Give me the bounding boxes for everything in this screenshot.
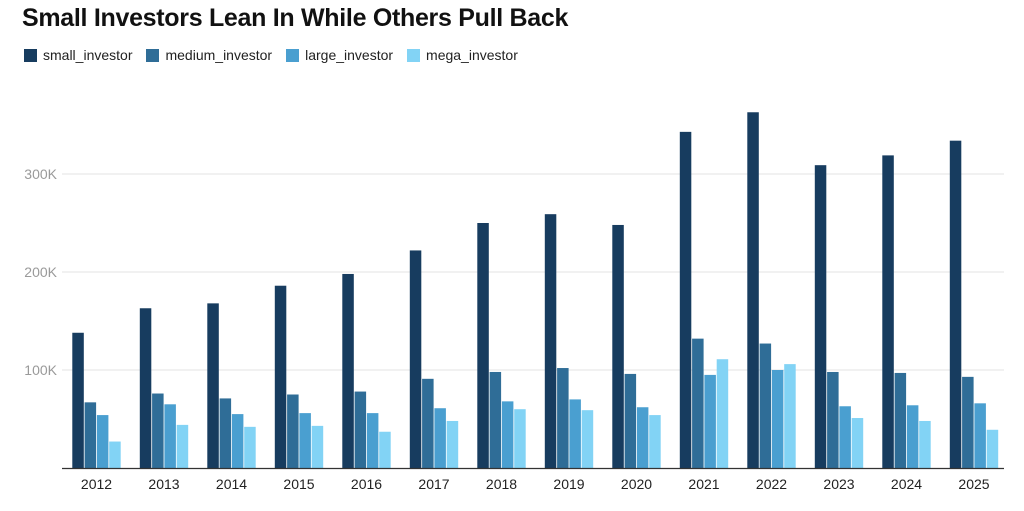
x-tick-label-2016: 2016: [351, 476, 382, 492]
bar-mega-investor-2014: [244, 426, 256, 468]
bar-medium-investor-2016: [354, 391, 367, 468]
x-tick-label-2014: 2014: [216, 476, 247, 492]
legend-swatch-mega-investor: [407, 48, 421, 62]
bar-mega-investor-2024: [919, 420, 931, 468]
bar-medium-investor-2019: [557, 368, 569, 468]
bar-large-investor-2024: [906, 405, 919, 468]
x-tick-label-2013: 2013: [148, 476, 179, 492]
x-tick-label-2018: 2018: [486, 476, 517, 492]
bar-large-investor-2016: [366, 413, 379, 468]
x-tick-label-2025: 2025: [958, 476, 989, 492]
chart-title: Small Investors Lean In While Others Pul…: [22, 4, 569, 32]
legend-label-mega-investor: mega_investor: [426, 47, 518, 63]
bar-medium-investor-2013: [152, 393, 164, 468]
bar-medium-investor-2020: [624, 373, 637, 468]
bar-mega-investor-2016: [379, 431, 391, 468]
bar-mega-investor-2018: [514, 409, 526, 468]
bar-small-investor-2024: [882, 155, 894, 468]
bar-small-investor-2025: [949, 140, 962, 468]
legend-label-small-investor: small_investor: [43, 47, 133, 63]
legend-item-mega-investor: mega_investor: [407, 47, 518, 63]
bar-large-investor-2022: [771, 370, 784, 468]
bar-small-investor-2021: [679, 131, 692, 469]
legend-item-medium-investor: medium_investor: [146, 47, 272, 63]
bar-medium-investor-2015: [287, 394, 299, 468]
bar-small-investor-2014: [207, 303, 219, 468]
bar-small-investor-2013: [139, 308, 152, 468]
bar-mega-investor-2021: [716, 359, 729, 468]
y-tick-label-300k: 300K: [24, 166, 57, 182]
bar-large-investor-2012: [96, 415, 109, 468]
x-tick-label-2024: 2024: [891, 476, 922, 492]
bar-medium-investor-2022: [759, 343, 772, 468]
bar-large-investor-2017: [434, 408, 446, 468]
legend-item-large-investor: large_investor: [286, 47, 393, 63]
x-tick-label-2023: 2023: [823, 476, 854, 492]
bar-small-investor-2015: [274, 285, 287, 468]
y-tick-label-100k: 100K: [24, 362, 57, 378]
bar-mega-investor-2015: [311, 425, 324, 468]
x-tick-label-2020: 2020: [621, 476, 652, 492]
bar-large-investor-2025: [974, 403, 986, 468]
bar-small-investor-2023: [814, 165, 827, 468]
bar-small-investor-2018: [477, 223, 489, 468]
bar-large-investor-2023: [839, 406, 851, 468]
bar-medium-investor-2014: [219, 398, 232, 468]
y-tick-label-200k: 200K: [24, 264, 57, 280]
bar-small-investor-2017: [409, 250, 422, 468]
legend-swatch-medium-investor: [146, 48, 160, 62]
bar-medium-investor-2021: [692, 338, 704, 468]
bar-medium-investor-2024: [894, 372, 907, 468]
x-tick-label-2022: 2022: [756, 476, 787, 492]
bar-mega-investor-2019: [581, 410, 594, 468]
x-tick-label-2021: 2021: [688, 476, 719, 492]
x-tick-label-2019: 2019: [553, 476, 584, 492]
bar-mega-investor-2022: [784, 364, 796, 468]
x-tick-label-2012: 2012: [81, 476, 112, 492]
bar-mega-investor-2017: [446, 420, 459, 468]
bar-large-investor-2014: [231, 414, 244, 468]
legend-label-large-investor: large_investor: [305, 47, 394, 63]
legend-swatch-large-investor: [286, 48, 300, 62]
legend-item-small-investor: small_investor: [24, 47, 132, 63]
bar-small-investor-2016: [342, 273, 354, 468]
bar-large-investor-2019: [569, 399, 581, 468]
x-tick-label-2017: 2017: [418, 476, 449, 492]
bar-mega-investor-2025: [986, 429, 999, 468]
bar-large-investor-2018: [501, 401, 514, 468]
legend: small_investor medium_investor large_inv…: [24, 47, 532, 63]
x-tick-label-2015: 2015: [283, 476, 314, 492]
bar-medium-investor-2018: [489, 371, 502, 468]
bar-large-investor-2015: [299, 413, 311, 468]
bar-medium-investor-2012: [84, 402, 97, 468]
bar-mega-investor-2013: [176, 424, 189, 468]
legend-label-medium-investor: medium_investor: [165, 47, 273, 63]
bar-large-investor-2013: [164, 404, 176, 468]
bar-small-investor-2012: [72, 332, 84, 468]
bar-mega-investor-2023: [851, 418, 864, 468]
legend-swatch-small-investor: [24, 48, 37, 62]
bar-medium-investor-2023: [827, 371, 839, 468]
bar-large-investor-2020: [636, 407, 649, 468]
bar-mega-investor-2012: [109, 441, 121, 468]
bar-mega-investor-2020: [649, 415, 661, 468]
bar-medium-investor-2017: [422, 378, 434, 468]
bar-small-investor-2020: [612, 224, 624, 468]
bar-small-investor-2022: [747, 112, 759, 468]
bar-large-investor-2021: [704, 374, 716, 468]
bar-medium-investor-2025: [962, 376, 974, 468]
bar-small-investor-2019: [544, 214, 557, 468]
